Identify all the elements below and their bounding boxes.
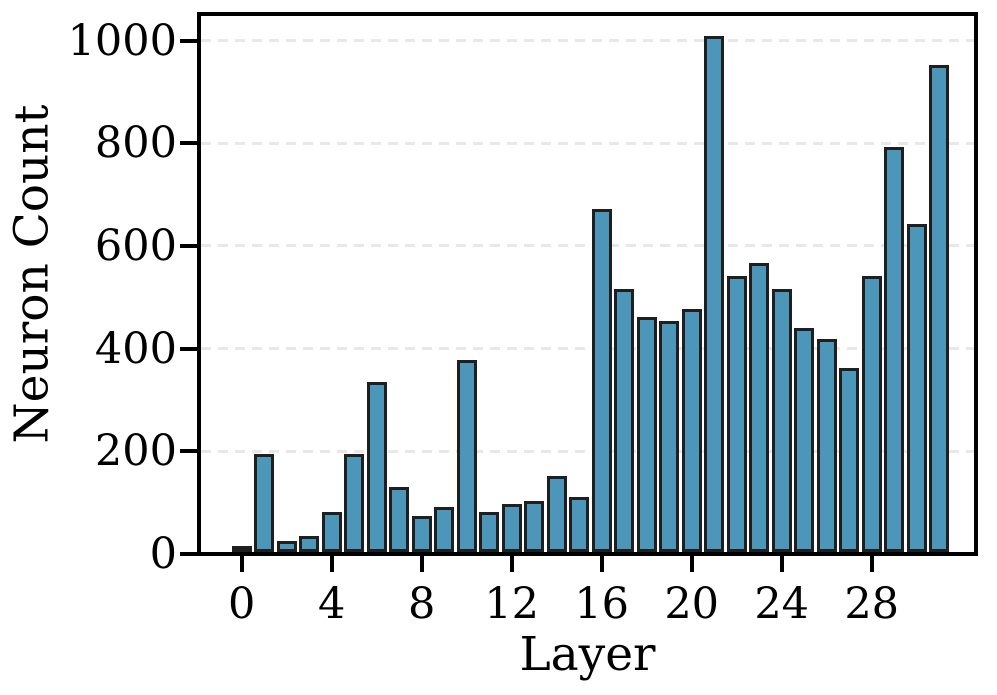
- bar-layer-26: [816, 339, 837, 552]
- gridline-y800: [201, 141, 974, 145]
- xtick-label-28: 28: [844, 579, 900, 629]
- ytick-label-0: 0: [149, 529, 177, 579]
- xtick-label-0: 0: [228, 579, 256, 629]
- bar-layer-29: [884, 147, 905, 552]
- bar-layer-24: [771, 289, 792, 552]
- xtick-label-16: 16: [574, 579, 630, 629]
- xtick-mark-16: [599, 556, 604, 572]
- bar-layer-31: [929, 65, 950, 552]
- gridline-y600: [201, 244, 974, 248]
- xtick-mark-0: [239, 556, 244, 572]
- bar-layer-21: [704, 36, 725, 552]
- ytick-mark-800: [180, 141, 197, 146]
- ytick-label-200: 200: [94, 426, 177, 477]
- bar-layer-9: [434, 507, 455, 552]
- bar-layer-28: [861, 276, 882, 552]
- ytick-label-1000: 1000: [67, 15, 177, 66]
- bar-layer-13: [524, 501, 545, 552]
- plot-area: [197, 12, 978, 556]
- bar-layer-18: [636, 317, 657, 552]
- bar-layer-23: [749, 263, 770, 552]
- bar-layer-19: [659, 321, 680, 552]
- bar-layer-0: [231, 546, 252, 552]
- ytick-label-800: 800: [94, 118, 177, 169]
- bar-layer-20: [681, 309, 702, 552]
- xtick-label-4: 4: [318, 579, 346, 629]
- ytick-mark-1000: [180, 38, 197, 43]
- bar-layer-10: [456, 360, 477, 552]
- bar-layer-12: [501, 504, 522, 552]
- gridline-y1000: [201, 39, 974, 42]
- bar-layer-5: [344, 454, 365, 552]
- xtick-label-24: 24: [754, 579, 810, 629]
- xtick-label-20: 20: [664, 579, 720, 629]
- ytick-mark-400: [180, 346, 197, 351]
- xtick-mark-28: [869, 556, 874, 572]
- bar-layer-6: [366, 382, 387, 552]
- xtick-label-12: 12: [484, 579, 540, 629]
- xtick-mark-4: [329, 556, 334, 572]
- bar-layer-4: [321, 512, 342, 552]
- ytick-label-400: 400: [94, 323, 177, 374]
- bar-layer-14: [546, 476, 567, 552]
- bar-layer-3: [299, 536, 320, 552]
- xtick-label-8: 8: [408, 579, 436, 629]
- ytick-mark-200: [180, 449, 197, 454]
- bar-layer-16: [591, 209, 612, 552]
- gridline-y400: [201, 347, 974, 351]
- bar-layer-27: [839, 368, 860, 552]
- xtick-mark-12: [509, 556, 514, 572]
- ytick-mark-0: [180, 552, 197, 556]
- bar-layer-2: [276, 541, 297, 552]
- xtick-mark-20: [689, 556, 694, 572]
- ytick-mark-600: [180, 243, 197, 248]
- bar-layer-22: [726, 276, 747, 552]
- ytick-label-600: 600: [94, 220, 177, 271]
- bar-layer-17: [614, 289, 635, 552]
- xtick-mark-24: [779, 556, 784, 572]
- gridline-y200: [201, 449, 974, 453]
- bar-layer-8: [411, 516, 432, 552]
- bar-layer-7: [389, 487, 410, 552]
- x-axis-label: Layer: [519, 627, 656, 682]
- bar-layer-15: [569, 497, 590, 552]
- xtick-mark-8: [419, 556, 424, 572]
- bar-layer-25: [794, 328, 815, 552]
- bar-layer-11: [479, 512, 500, 552]
- bar-layer-1: [254, 454, 275, 552]
- bar-layer-30: [906, 224, 927, 552]
